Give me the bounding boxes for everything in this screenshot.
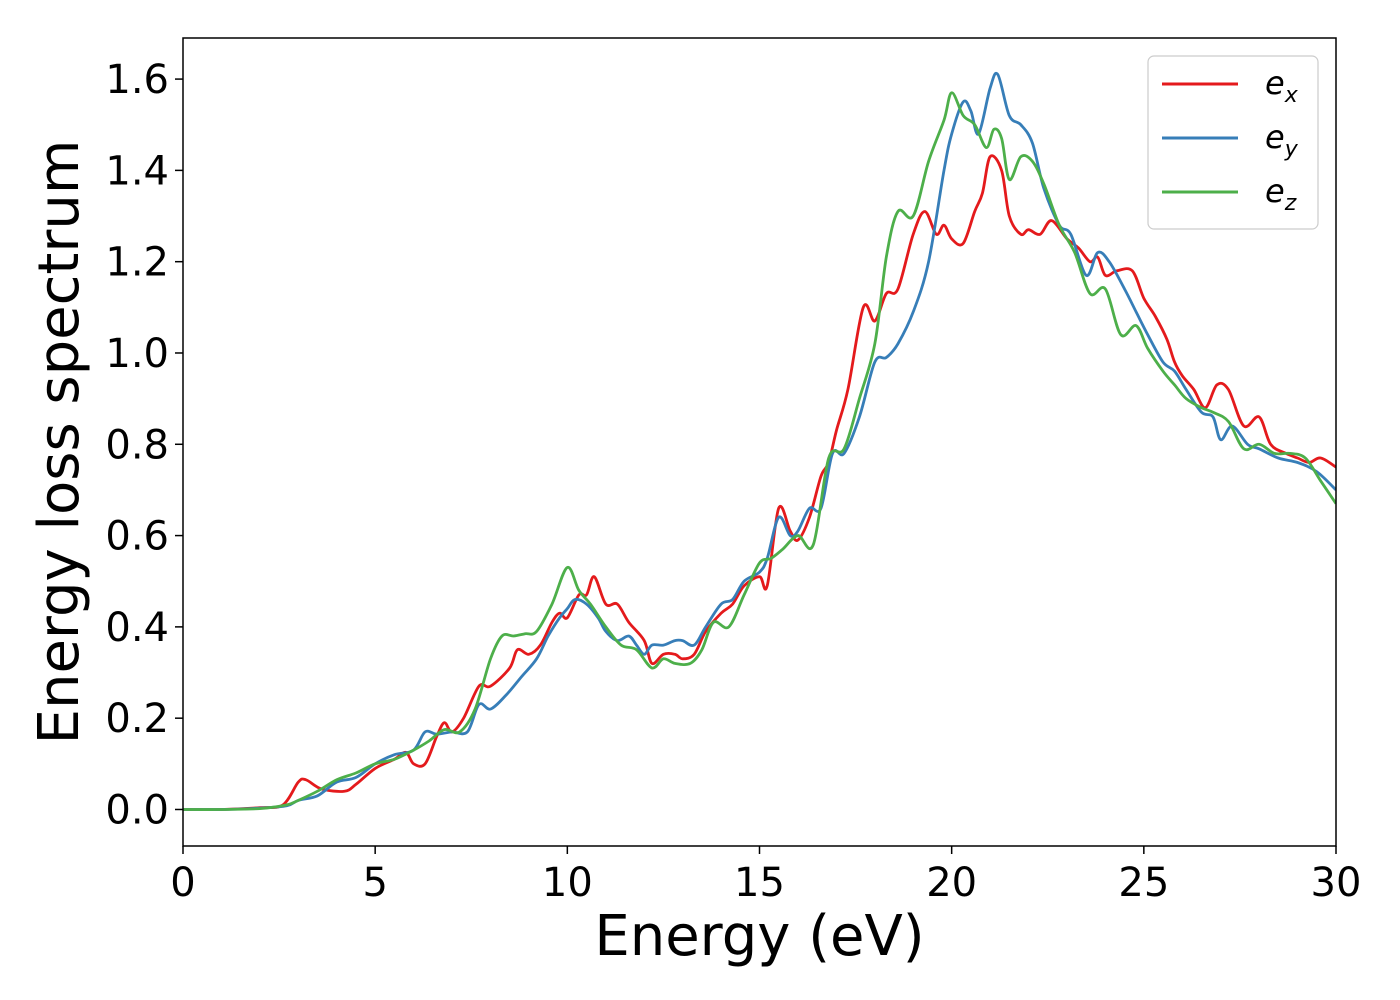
legend-box	[1147, 55, 1319, 230]
y-tick-label: 1.4	[105, 148, 169, 194]
y-tick-label: 1.2	[105, 240, 169, 286]
x-tick-label: 10	[542, 860, 593, 906]
y-tick-label: 1.6	[105, 57, 169, 103]
x-axis: 0 5 10 15 20 25 30	[170, 846, 1361, 906]
x-tick-label: 15	[734, 860, 785, 906]
y-tick-label: 0.2	[105, 696, 169, 742]
legend-label-x: ex	[1265, 64, 1299, 108]
x-tick-label: 20	[926, 860, 977, 906]
x-tick-label: 30	[1311, 860, 1362, 906]
series-line-y	[183, 71, 1336, 811]
y-tick-label: 0.4	[105, 605, 169, 651]
y-axis-title: Energy loss spectrum	[27, 140, 92, 745]
x-tick-label: 25	[1118, 860, 1169, 906]
x-tick-label: 0	[170, 860, 195, 906]
x-tick-label: 5	[362, 860, 387, 906]
y-tick-label: 0.6	[105, 514, 169, 560]
y-tick-label: 1.0	[105, 331, 169, 377]
series-line-z	[183, 91, 1336, 811]
x-axis-title: Energy (eV)	[594, 904, 924, 969]
y-tick-label: 0.8	[105, 422, 169, 468]
plot-area	[183, 71, 1336, 812]
y-tick-label: 0.0	[105, 787, 169, 833]
y-axis: 0.0 0.2 0.4 0.6 0.8 1.0 1.2 1.4 1.6	[105, 57, 183, 833]
